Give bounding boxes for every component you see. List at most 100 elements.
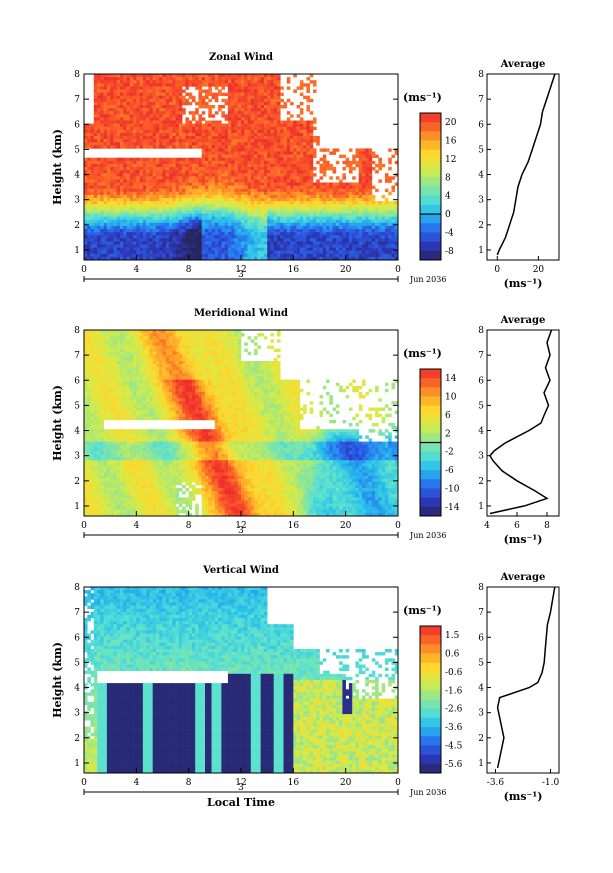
colorbar-tick-label: 6 [445,411,451,421]
colorbar-swatch [420,140,441,151]
colorbar-swatch [420,232,441,242]
colorbar-tick-label: 12 [445,155,456,165]
colorbar-tick-label: -6 [445,466,454,476]
y-tick-label: 4 [74,684,80,694]
colorbar-swatch [420,186,441,196]
average-x-tick-label: 4 [484,521,490,531]
date-label: Jun 2036 [409,531,446,540]
average-y-tick-label: 6 [478,376,484,386]
average-x-axis-label: (ms⁻¹) [504,790,543,803]
colorbar-tick-label: -2 [445,448,454,458]
colorbar-swatch [420,717,441,728]
colorbar-swatch [420,451,441,462]
colorbar-swatch [420,506,441,517]
x-tick-label: 12 [235,521,246,531]
average-y-tick-label: 2 [478,221,484,231]
colorbar-swatch [420,214,441,224]
y-tick-label: 1 [74,246,80,256]
average-x-axis-label: (ms⁻¹) [504,533,543,546]
colorbar-tick-label: -14 [445,503,460,513]
y-tick-label: 5 [74,145,80,155]
average-y-tick-label: 7 [478,95,484,105]
colorbar-swatch [420,177,441,187]
colorbar-swatch [420,250,441,261]
colorbar-tick-label: -1.6 [445,686,463,696]
average-title: Average [500,572,546,583]
x-tick-label: 16 [288,778,300,788]
y-tick-label: 2 [74,221,80,231]
average-title: Average [500,59,546,70]
average-x-tick-label: 6 [514,521,520,531]
colorbar-swatch [420,662,441,673]
heatmap-field [84,330,399,517]
colorbar-unit: (ms⁻¹) [403,91,442,104]
colorbar-swatch [420,690,441,700]
x-tick-label: 0 [395,521,401,531]
average-y-tick-label: 6 [478,120,484,130]
colorbar-swatch [420,626,441,636]
x-tick-label: 4 [133,265,139,275]
colorbar-swatch [420,204,441,215]
average-y-tick-label: 1 [478,246,484,256]
average-y-tick-label: 3 [478,452,484,462]
average-y-tick-label: 2 [478,734,484,744]
average-y-tick-label: 5 [478,401,484,411]
colorbar-tick-label: 8 [445,173,451,183]
x-tick-label: 4 [133,778,139,788]
colorbar-swatch [420,149,441,160]
average-y-tick-label: 4 [478,427,484,437]
x-tick-label: 0 [395,265,401,275]
colorbar-tick-label: 20 [445,118,457,128]
colorbar-swatch [420,681,441,691]
y-axis-label: Height (km) [51,129,64,205]
y-tick-label: 3 [74,452,80,462]
average-profile: Average 1 2 3 4 5 6 7 8 -3.6 -1.0 (ms⁻¹) [478,572,560,803]
average-profile: Average 1 2 3 4 5 6 7 8 0 20 (ms⁻¹) [478,59,560,290]
x-tick-label: 20 [340,778,352,788]
colorbar-tick-label: -10 [445,484,460,494]
colorbar-swatch [420,460,441,471]
y-tick-label: 1 [74,759,80,769]
x-tick-label: 0 [81,778,87,788]
colorbar-tick-label: 4 [445,192,451,202]
y-tick-label: 2 [74,734,80,744]
x-tick-label: 8 [186,778,192,788]
y-tick-label: 8 [74,583,80,593]
colorbar-tick-label: 16 [445,137,457,147]
average-frame [486,586,560,774]
average-y-tick-label: 8 [478,583,484,593]
colorbar-unit: (ms⁻¹) [403,604,442,617]
colorbar-unit: (ms⁻¹) [403,347,442,360]
day-label: 3 [238,783,244,793]
x-tick-label: 12 [235,778,246,788]
colorbar-swatch [420,168,441,178]
heatmap-field [84,74,399,261]
y-tick-label: 5 [74,401,80,411]
colorbar-tick-label: -4.5 [445,741,463,751]
average-x-axis-label: (ms⁻¹) [504,277,543,290]
x-tick-label: 20 [340,265,352,275]
colorbar-tick-label: -0.6 [445,668,463,678]
x-tick-label: 16 [288,521,300,531]
y-axis-label: Height (km) [51,385,64,461]
average-title: Average [500,315,546,326]
colorbar-frame [419,625,442,774]
colorbar-swatch [420,414,441,425]
heatmap-field [84,587,399,774]
colorbar-swatch [420,396,441,407]
colorbar-tick-label: 2 [445,429,451,439]
colorbar-frame [419,112,442,261]
colorbar-swatch [420,479,441,489]
day-label: 3 [238,526,244,536]
colorbar-swatch [420,113,441,123]
y-tick-label: 3 [74,196,80,206]
x-tick-label: 0 [81,265,87,275]
y-tick-label: 6 [74,376,80,386]
average-line [496,73,556,256]
colorbar-tick-label: -3.6 [445,723,463,733]
y-tick-label: 6 [74,120,80,130]
average-y-tick-label: 1 [478,759,484,769]
colorbar-swatch [420,470,441,480]
